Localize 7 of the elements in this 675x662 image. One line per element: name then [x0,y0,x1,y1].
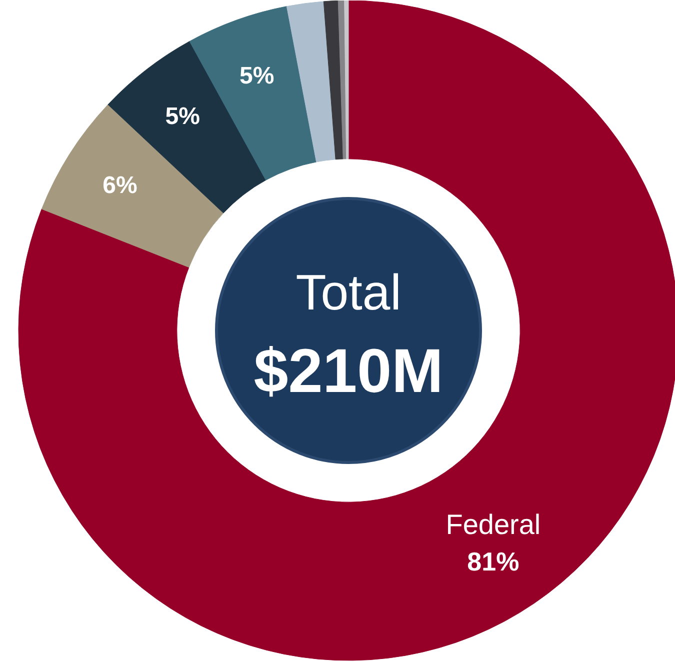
text: Total [296,264,402,321]
data-label: 5% [165,103,200,130]
data-label: 6% [102,172,138,200]
text: $210M [254,337,444,406]
data-label: 81% [467,546,520,577]
slice-label: Federal [446,509,541,540]
data-label: 5% [239,62,274,90]
